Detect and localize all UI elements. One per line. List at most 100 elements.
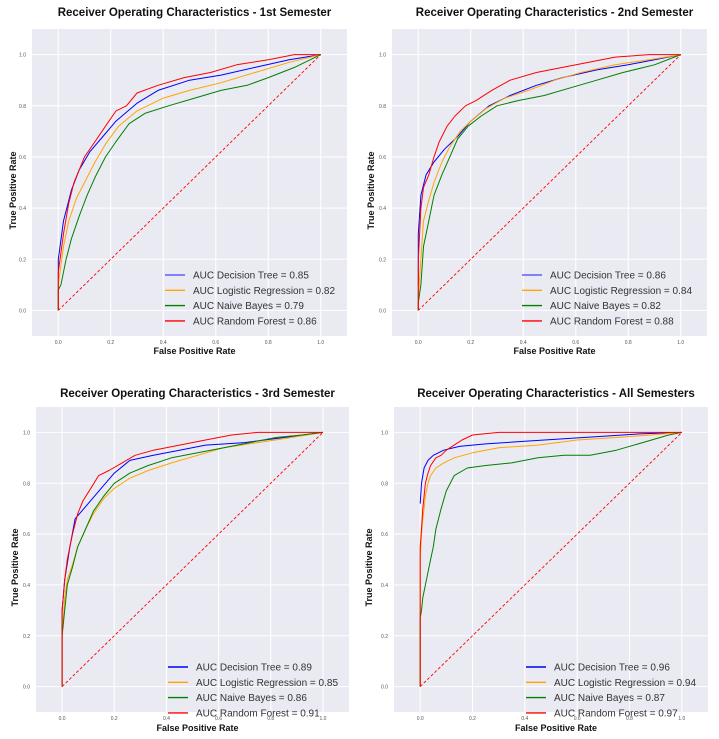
y-tick-label: 0.2: [19, 257, 26, 263]
legend: AUC Decision Tree = 0.85 AUC Logistic Reg…: [165, 271, 335, 327]
x-tick-label: 0.2: [111, 716, 118, 722]
chance-diagonal-line: [419, 432, 683, 687]
legend-entry-label: AUC Random Forest = 0.91: [196, 708, 320, 719]
legend: AUC Decision Tree = 0.86 AUC Logistic Reg…: [522, 271, 692, 327]
y-axis-label: True Positive Rate: [8, 151, 18, 229]
x-tick-label: 1.0: [319, 716, 326, 722]
roc-panel-2nd-semester: 0.0 0.2 0.4 0.6 0.8 1.0 0.0 0.2 0.4 0.6 0.8 1.0 Rece…: [360, 0, 719, 370]
chart-title: Receiver Operating Characteristics - 3rd…: [60, 388, 335, 400]
x-tick-label: 0.4: [520, 340, 527, 346]
legend-entry-label: AUC Naive Bayes = 0.79: [193, 301, 304, 312]
legend-entry-label: AUC Naive Bayes = 0.87: [554, 693, 665, 704]
legend: AUC Decision Tree = 0.89 AUC Logistic Reg…: [168, 663, 338, 719]
chance-diagonal-line: [61, 432, 324, 687]
y-tick-label: 0.4: [379, 206, 386, 212]
legend-entry-label: AUC Decision Tree = 0.89: [196, 663, 312, 674]
legend-entry-label: AUC Logistic Regression = 0.94: [554, 678, 696, 689]
x-axis-label: False Positive Rate: [513, 346, 595, 356]
chance-diagonal-line: [57, 54, 322, 311]
x-tick-label: 1.0: [677, 340, 684, 346]
legend-entry-label: AUC Naive Bayes = 0.82: [550, 301, 661, 312]
roc-panel-3rd-semester: 0.0 0.2 0.4 0.6 0.8 1.0 0.0 0.2 0.4 0.6 0.8 1.0 Rece…: [0, 370, 360, 739]
x-tick-label: 0.4: [160, 340, 167, 346]
y-tick-label: 0.0: [23, 685, 30, 691]
legend-entry-label: AUC Logistic Regression = 0.82: [193, 286, 335, 297]
roc-chart: 0.0 0.2 0.4 0.6 0.8 1.0 0.0 0.2 0.4 0.6 0.8 1.0 Rece…: [364, 388, 708, 733]
y-tick-label: 0.6: [379, 155, 386, 161]
roc-curve-random-forest: [57, 54, 321, 311]
y-tick-label: 0.4: [23, 583, 30, 589]
y-tick-label: 0.8: [379, 104, 386, 110]
x-axis-label: False Positive Rate: [515, 723, 597, 733]
chart-title: Receiver Operating Characteristics - 2nd…: [416, 7, 694, 19]
x-tick-label: 0.6: [572, 340, 579, 346]
y-axis-label: True Positive Rate: [366, 151, 376, 229]
chance-diagonal-line: [417, 54, 682, 311]
roc-curve-logistic-regression: [419, 431, 682, 687]
legend-entry-label: AUC Decision Tree = 0.85: [193, 271, 309, 282]
y-tick-label: 0.8: [381, 481, 388, 487]
roc-curve-random-forest: [417, 54, 681, 311]
legend-entry-label: AUC Logistic Regression = 0.84: [550, 286, 692, 297]
y-tick-label: 1.0: [379, 53, 386, 59]
x-tick-label: 0.4: [521, 716, 528, 722]
roc-curve-random-forest: [61, 431, 323, 687]
y-tick-label: 0.2: [23, 634, 30, 640]
x-tick-label: 0.2: [107, 340, 114, 346]
legend-entry-label: AUC Random Forest = 0.88: [550, 316, 674, 327]
y-tick-label: 1.0: [19, 53, 26, 59]
y-tick-label: 0.4: [381, 583, 388, 589]
roc-curve-random-forest: [419, 431, 682, 687]
x-tick-label: 0.6: [574, 716, 581, 722]
y-tick-label: 1.0: [381, 430, 388, 436]
x-tick-label: 0.2: [469, 716, 476, 722]
x-tick-label: 0.8: [267, 716, 274, 722]
roc-curve-logistic-regression: [57, 54, 321, 311]
y-tick-label: 1.0: [23, 430, 30, 436]
legend-entry-label: AUC Random Forest = 0.97: [554, 708, 678, 719]
roc-curve-decision-tree: [419, 431, 682, 504]
chart-title: Receiver Operating Characteristics - 1st…: [58, 7, 332, 19]
y-tick-label: 0.2: [379, 257, 386, 263]
y-tick-label: 0.6: [381, 532, 388, 538]
x-tick-label: 0.8: [625, 340, 632, 346]
x-tick-label: 0.4: [163, 716, 170, 722]
y-axis-label: True Positive Rate: [364, 528, 374, 606]
grid: [36, 407, 349, 712]
legend-entry-label: AUC Naive Bayes = 0.86: [196, 693, 307, 704]
chart-title: Receiver Operating Characteristics - All…: [417, 388, 695, 400]
roc-curve-logistic-regression: [417, 54, 681, 311]
roc-chart: 0.0 0.2 0.4 0.6 0.8 1.0 0.0 0.2 0.4 0.6 0.8 1.0 Rece…: [10, 388, 349, 733]
y-tick-label: 0.8: [19, 104, 26, 110]
legend-entry-label: AUC Decision Tree = 0.86: [550, 271, 666, 282]
x-tick-label: 0.8: [265, 340, 272, 346]
y-tick-label: 0.6: [23, 532, 30, 538]
x-tick-label: 0.8: [626, 716, 633, 722]
roc-curve-decision-tree: [57, 54, 321, 311]
x-tick-label: 0.0: [415, 340, 422, 346]
roc-curve-naive-bayes: [61, 431, 323, 687]
legend: AUC Decision Tree = 0.96 AUC Logistic Reg…: [526, 663, 696, 719]
y-tick-label: 0.6: [19, 155, 26, 161]
y-tick-label: 0.0: [381, 685, 388, 691]
x-tick-label: 0.6: [212, 340, 219, 346]
x-tick-label: 0.6: [215, 716, 222, 722]
roc-panel-all-semesters: 0.0 0.2 0.4 0.6 0.8 1.0 0.0 0.2 0.4 0.6 0.8 1.0 Rece…: [360, 370, 719, 739]
roc-chart: 0.0 0.2 0.4 0.6 0.8 1.0 0.0 0.2 0.4 0.6 0.8 1.0 Rece…: [366, 7, 707, 356]
roc-panel-1st-semester: 0.0 0.2 0.4 0.6 0.8 1.0 0.0 0.2 0.4 0.6 0.8 1.0 Rece…: [0, 0, 360, 370]
y-tick-label: 0.0: [379, 308, 386, 314]
roc-chart: 0.0 0.2 0.4 0.6 0.8 1.0 0.0 0.2 0.4 0.6 0.8 1.0 Rece…: [8, 7, 347, 356]
x-axis-label: False Positive Rate: [156, 723, 238, 733]
y-axis-label: True Positive Rate: [10, 528, 20, 606]
y-tick-label: 0.4: [19, 206, 26, 212]
legend-entry-label: AUC Logistic Regression = 0.85: [196, 678, 338, 689]
roc-curve-naive-bayes: [57, 54, 322, 311]
y-tick-label: 0.2: [381, 634, 388, 640]
grid: [32, 29, 347, 336]
x-axis-label: False Positive Rate: [153, 346, 235, 356]
x-tick-label: 0.0: [59, 716, 66, 722]
roc-curve-naive-bayes: [419, 431, 682, 687]
roc-curve-naive-bayes: [417, 54, 681, 311]
y-tick-label: 0.0: [19, 308, 26, 314]
legend-entry-label: AUC Decision Tree = 0.96: [554, 663, 670, 674]
